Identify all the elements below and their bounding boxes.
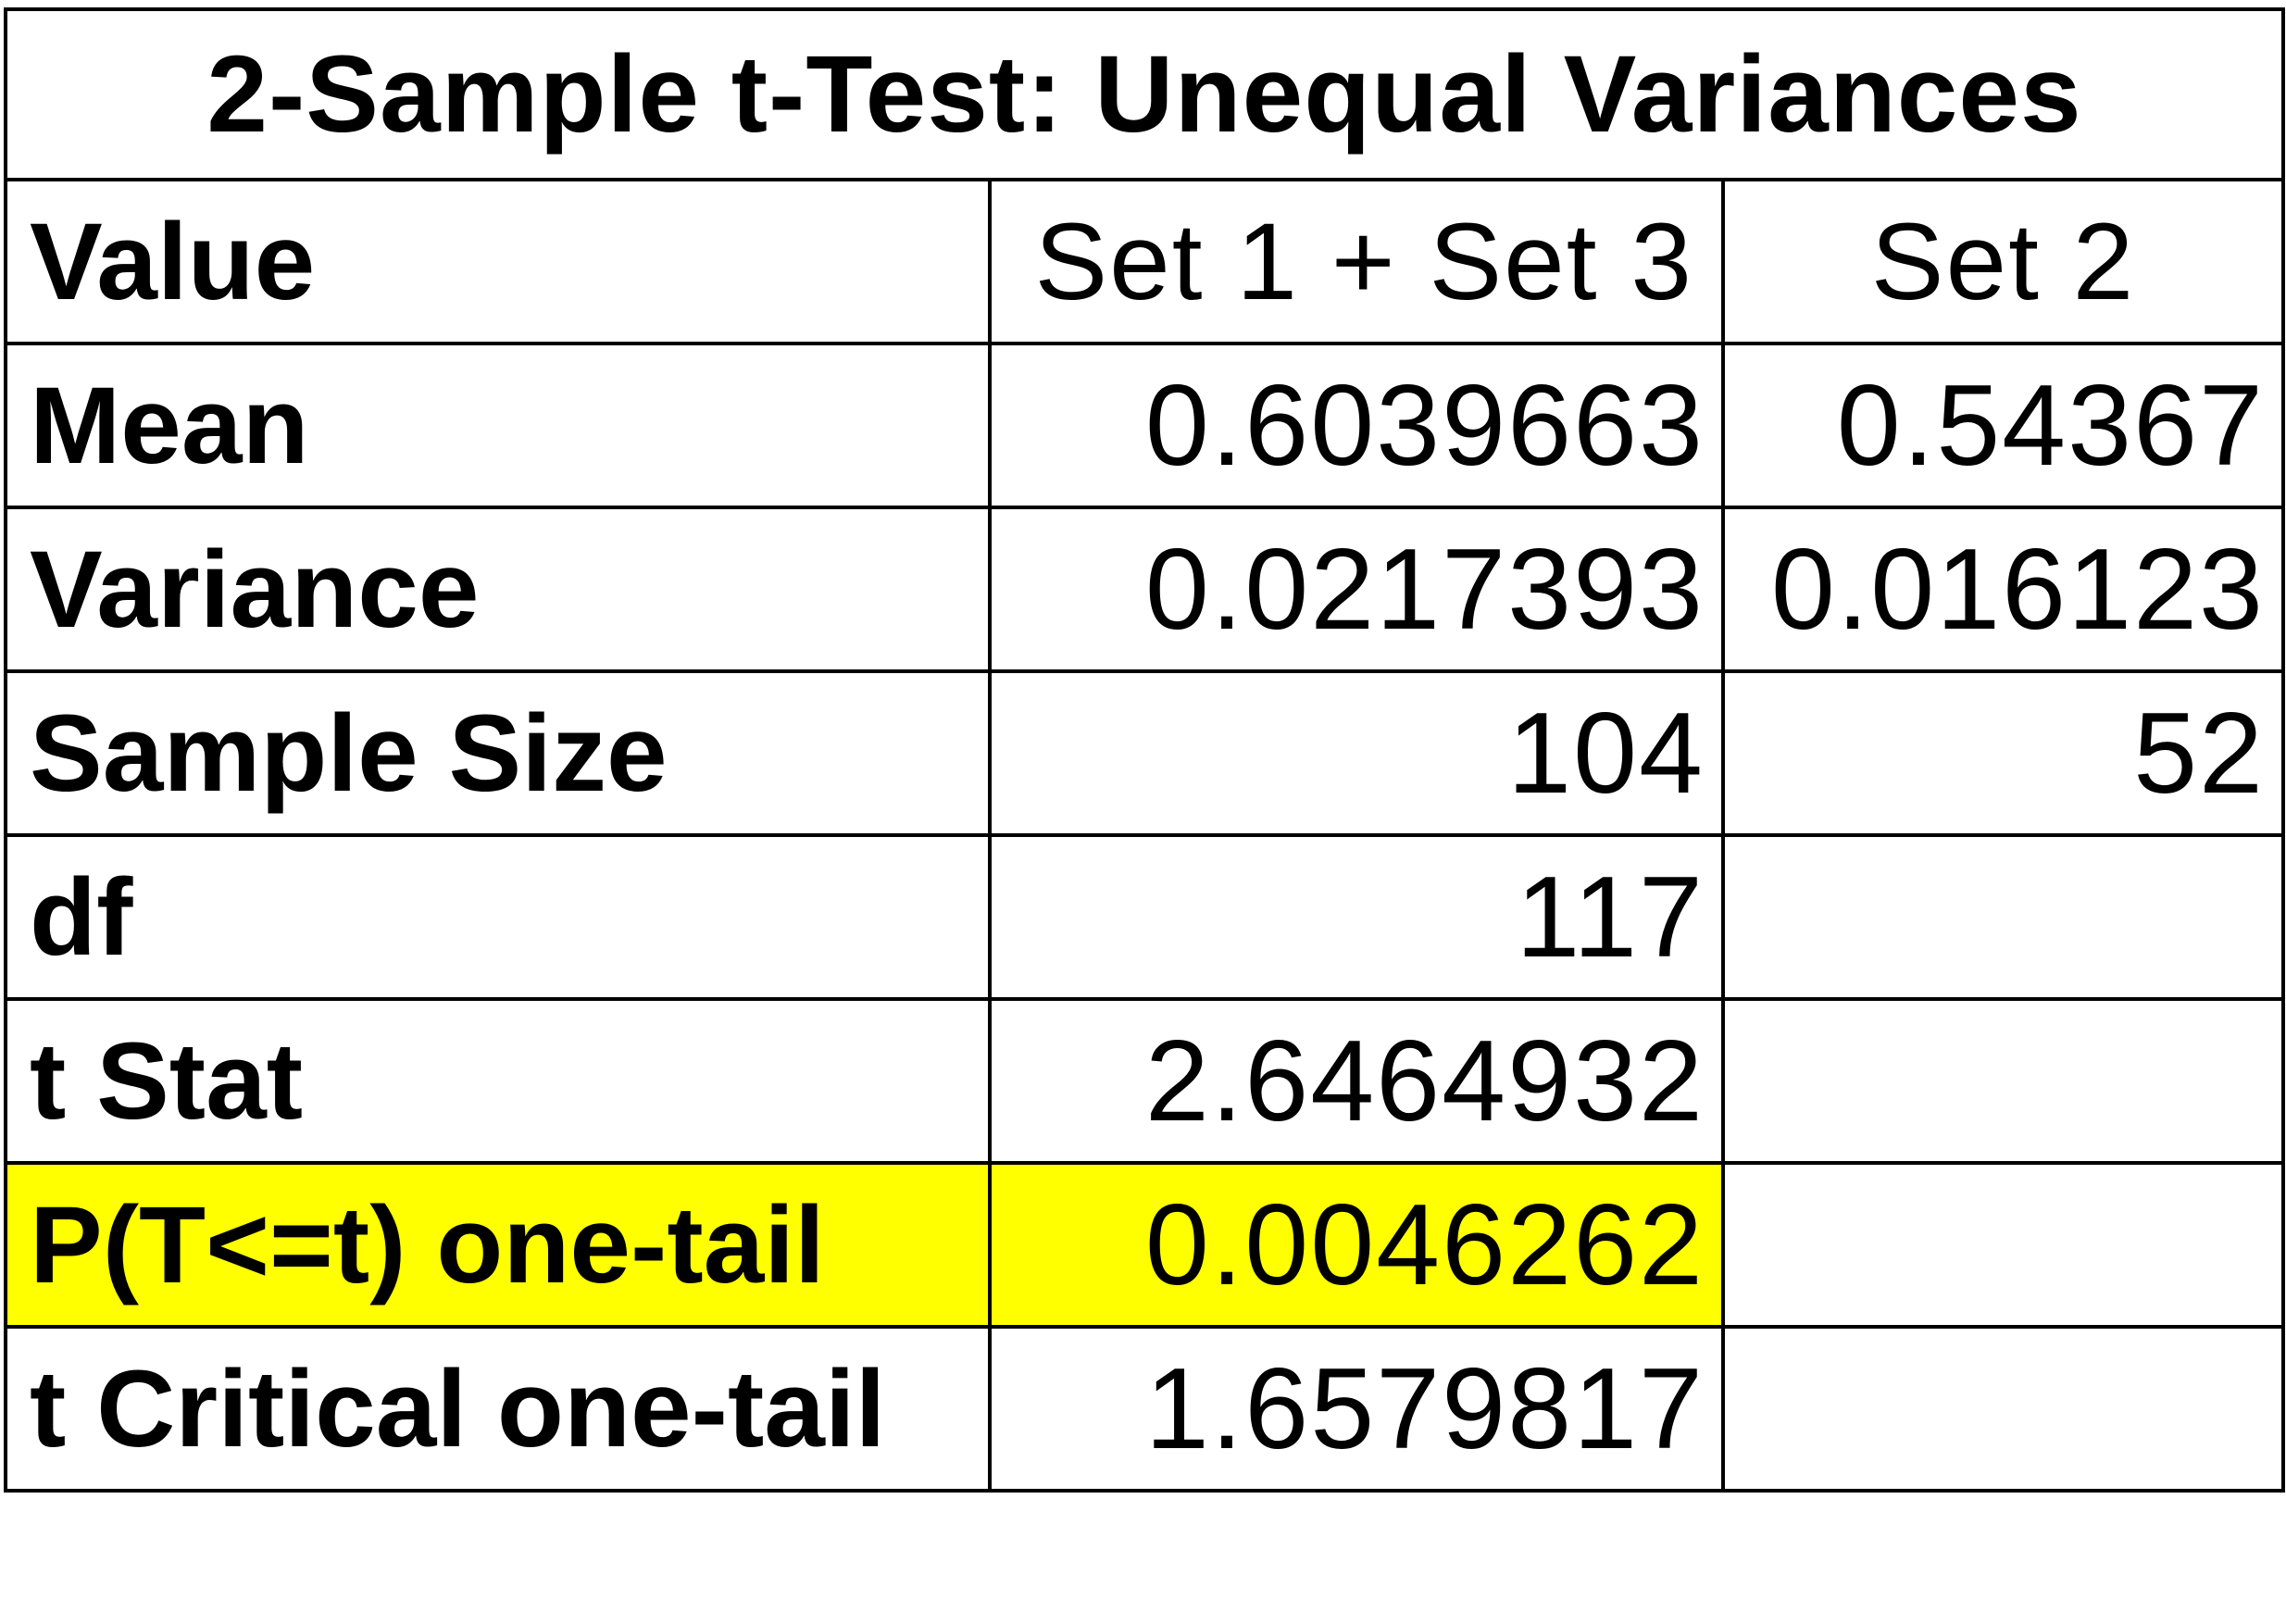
cell-set1-set3: 2.6464932 bbox=[988, 997, 1725, 1165]
row-t-stat: t Stat 2.6464932 bbox=[4, 997, 2286, 1165]
header-set2: Set 2 bbox=[1720, 178, 2286, 345]
cell-set1-set3: 0.0217393 bbox=[988, 506, 1725, 673]
row-label: Mean bbox=[4, 342, 992, 509]
row-label: t Critical one-tail bbox=[4, 1325, 992, 1493]
cell-set1-set3-highlighted: 0.0046262 bbox=[988, 1161, 1725, 1329]
cell-set2 bbox=[1720, 833, 2286, 1001]
cell-set1-set3: 104 bbox=[988, 669, 1725, 837]
cell-set1-set3: 0.6039663 bbox=[988, 342, 1725, 509]
cell-set2 bbox=[1720, 1325, 2286, 1493]
table-title: 2-Sample t-Test: Unequal Variances bbox=[3, 7, 2286, 181]
row-df: df 117 bbox=[4, 833, 2286, 1001]
row-variance: Variance 0.0217393 0.016123 bbox=[4, 506, 2286, 673]
row-t-critical-one-tail: t Critical one-tail 1.6579817 bbox=[4, 1325, 2286, 1493]
header-value: Value bbox=[4, 178, 992, 345]
row-label: df bbox=[4, 833, 992, 1001]
row-p-one-tail: P(T<=t) one-tail 0.0046262 bbox=[4, 1161, 2286, 1329]
row-label: Variance bbox=[4, 506, 992, 673]
row-label-highlighted: P(T<=t) one-tail bbox=[4, 1161, 992, 1329]
cell-set2 bbox=[1720, 1161, 2286, 1329]
cell-set2 bbox=[1720, 997, 2286, 1165]
row-label: t Stat bbox=[4, 997, 992, 1165]
column-header-row: Value Set 1 + Set 3 Set 2 bbox=[4, 178, 2286, 345]
cell-set1-set3: 117 bbox=[988, 833, 1725, 1001]
cell-set2: 0.54367 bbox=[1720, 342, 2286, 509]
cell-set2: 0.016123 bbox=[1720, 506, 2286, 673]
t-test-results-table: 2-Sample t-Test: Unequal Variances Value… bbox=[3, 7, 2286, 1493]
cell-set1-set3: 1.6579817 bbox=[988, 1325, 1725, 1493]
row-label: Sample Size bbox=[4, 669, 992, 837]
row-mean: Mean 0.6039663 0.54367 bbox=[4, 342, 2286, 509]
page-margin bbox=[0, 1565, 2286, 1624]
cell-set2: 52 bbox=[1720, 669, 2286, 837]
row-sample-size: Sample Size 104 52 bbox=[4, 669, 2286, 837]
title-row: 2-Sample t-Test: Unequal Variances bbox=[3, 7, 2286, 181]
header-set1-set3: Set 1 + Set 3 bbox=[988, 178, 1725, 345]
